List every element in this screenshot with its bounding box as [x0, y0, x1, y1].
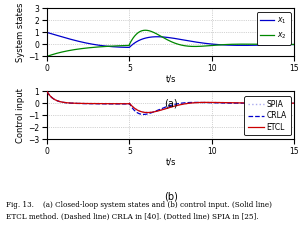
$x_2$ — [143, 29, 147, 32]
ETCL — [240, 102, 244, 104]
Text: (b): (b) — [164, 192, 178, 202]
$x_2$ — [286, 43, 289, 46]
$x_2$ — [159, 35, 162, 38]
Line: CRLA: CRLA — [47, 91, 294, 114]
$x_1$ — [127, 46, 131, 49]
SPIA — [286, 102, 289, 104]
SPIA — [45, 90, 49, 93]
CRLA — [293, 102, 296, 104]
Line: ETCL: ETCL — [47, 91, 294, 113]
SPIA — [285, 102, 289, 104]
Legend: SPIA, CRLA, ETCL: SPIA, CRLA, ETCL — [244, 96, 291, 135]
Line: SPIA: SPIA — [47, 91, 294, 112]
CRLA — [165, 105, 169, 108]
ETCL — [45, 90, 49, 93]
ETCL — [165, 107, 169, 110]
$x_2$ — [165, 38, 169, 41]
SPIA — [58, 100, 61, 103]
ETCL — [286, 102, 289, 104]
$x_1$ — [159, 35, 162, 38]
CRLA — [142, 113, 145, 116]
ETCL — [285, 102, 289, 104]
ETCL — [146, 111, 149, 114]
Text: (a): (a) — [164, 99, 178, 109]
$x_1$ — [45, 31, 49, 34]
X-axis label: t/s: t/s — [165, 74, 176, 84]
ETCL — [293, 102, 296, 104]
$x_1$ — [58, 35, 61, 38]
ETCL — [58, 100, 61, 103]
SPIA — [293, 102, 296, 104]
SPIA — [159, 109, 162, 111]
$x_1$ — [286, 43, 289, 46]
Line: $x_1$: $x_1$ — [47, 32, 294, 47]
$x_2$ — [240, 43, 244, 45]
$x_1$ — [293, 43, 296, 46]
$x_1$ — [285, 43, 289, 46]
$x_2$ — [58, 51, 61, 54]
Text: ETCL method. (Dashed line) CRLA in [40]. (Dotted line) SPIA in [25].: ETCL method. (Dashed line) CRLA in [40].… — [6, 213, 259, 221]
$x_2$ — [285, 43, 289, 46]
X-axis label: t/s: t/s — [165, 157, 176, 166]
$x_2$ — [293, 43, 296, 46]
Text: Fig. 13.    (a) Closed-loop system states and (b) control input. (Solid line): Fig. 13. (a) Closed-loop system states a… — [6, 201, 272, 209]
Y-axis label: Control input: Control input — [16, 88, 25, 143]
CRLA — [240, 102, 244, 105]
CRLA — [285, 102, 289, 104]
CRLA — [159, 108, 162, 110]
$x_2$ — [45, 55, 49, 58]
SPIA — [240, 102, 244, 104]
CRLA — [286, 102, 289, 104]
SPIA — [165, 107, 169, 109]
ETCL — [159, 109, 162, 112]
CRLA — [58, 100, 61, 103]
CRLA — [45, 90, 49, 93]
SPIA — [146, 111, 149, 114]
Y-axis label: System states: System states — [16, 3, 25, 62]
$x_1$ — [240, 44, 244, 47]
Line: $x_2$: $x_2$ — [47, 30, 294, 56]
$x_1$ — [165, 36, 169, 39]
Legend: $x_1$, $x_2$: $x_1$, $x_2$ — [257, 12, 291, 45]
